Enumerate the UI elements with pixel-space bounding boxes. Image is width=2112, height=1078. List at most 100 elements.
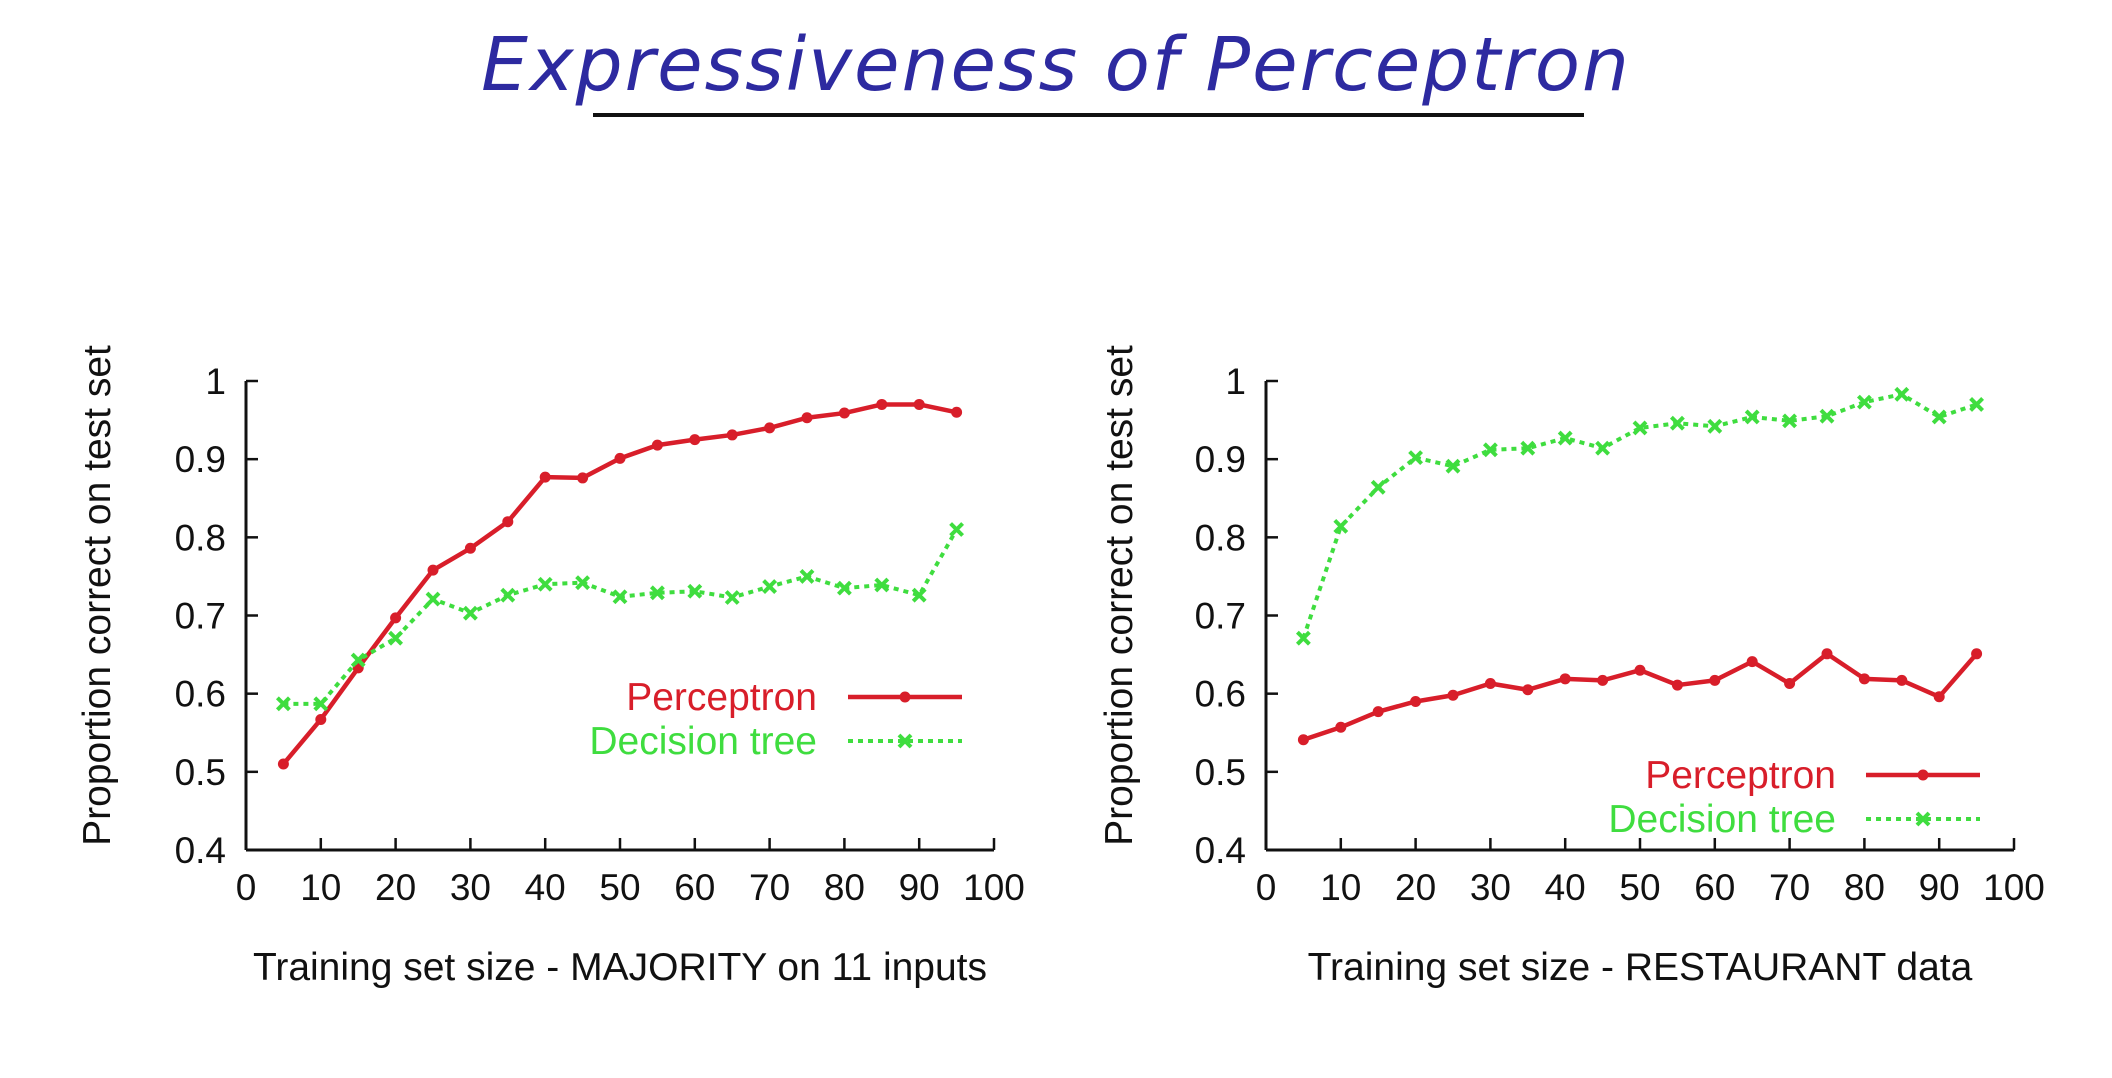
x-tick-label: 20 — [375, 867, 416, 908]
data-point — [1595, 440, 1611, 456]
y-tick-label: 0.7 — [1195, 596, 1246, 637]
legend-label: Decision tree — [589, 720, 817, 763]
data-point — [1971, 648, 1983, 660]
series-decision-tree — [1295, 386, 1985, 646]
data-point — [1819, 408, 1835, 424]
data-point — [464, 542, 476, 554]
data-point — [1372, 706, 1384, 718]
data-point — [1297, 734, 1309, 746]
data-point — [687, 583, 703, 599]
data-point — [836, 580, 852, 596]
series-decision-tree — [275, 522, 965, 712]
y-tick-label: 0.9 — [1195, 439, 1246, 480]
legend-marker — [899, 691, 911, 703]
data-point — [1931, 409, 1947, 425]
data-point — [1746, 656, 1758, 668]
y-axis-label: Proportion correct on test set — [76, 345, 119, 846]
data-point — [1821, 648, 1833, 660]
data-point — [689, 434, 701, 446]
data-point — [275, 696, 291, 712]
data-point — [1784, 678, 1796, 690]
data-point — [277, 758, 289, 770]
y-tick-label: 0.4 — [1195, 830, 1246, 871]
y-tick-label: 0.8 — [175, 517, 226, 558]
x-tick-label: 90 — [899, 867, 940, 908]
data-point — [1894, 386, 1910, 402]
x-axis-label: Training set size - MAJORITY on 11 input… — [253, 946, 987, 989]
data-point — [612, 589, 628, 605]
data-point — [874, 577, 890, 593]
legend-marker — [897, 733, 913, 749]
y-tick-label: 0.5 — [1195, 752, 1246, 793]
data-point — [575, 575, 591, 591]
chart-panel-1: 0.40.50.60.70.80.910 10 20 30 40 50 60 70 80 90 10… — [76, 345, 1025, 989]
x-tick-label: 0 — [1256, 867, 1277, 908]
series-perceptron — [277, 398, 963, 770]
data-point — [388, 630, 404, 646]
data-point — [1482, 442, 1498, 458]
y-axis-label: Proportion correct on test set — [1098, 345, 1141, 846]
data-point — [838, 407, 850, 419]
x-tick-label: 20 — [1395, 867, 1436, 908]
data-point — [1445, 458, 1461, 474]
y-tick-label: 0.6 — [175, 674, 226, 715]
series-perceptron — [1297, 648, 1983, 746]
legend-marker — [1915, 811, 1931, 827]
data-point — [313, 696, 329, 712]
series-line — [283, 528, 959, 706]
y-tick-label: 0.8 — [1195, 517, 1246, 558]
x-axis-label: Training set size - RESTAURANT data — [1308, 946, 1973, 989]
data-point — [1896, 674, 1908, 686]
y-tick-label: 0.5 — [175, 752, 226, 793]
x-tick-label: 70 — [1769, 867, 1810, 908]
data-point — [1858, 673, 1870, 685]
x-tick-label: 60 — [1694, 867, 1735, 908]
x-tick-label: 40 — [525, 867, 566, 908]
data-point — [764, 422, 776, 434]
legend-marker — [1917, 769, 1929, 781]
data-point — [1370, 479, 1386, 495]
page-title: Expressiveness of Perceptron — [481, 22, 1631, 108]
data-point — [427, 564, 439, 576]
data-point — [1520, 440, 1536, 456]
data-point — [425, 591, 441, 607]
x-tick-label: 100 — [1983, 867, 2045, 908]
y-tick-label: 1 — [205, 361, 226, 402]
data-point — [651, 439, 663, 451]
x-tick-label: 80 — [1844, 867, 1885, 908]
data-point — [1671, 679, 1683, 691]
data-point — [315, 713, 327, 725]
data-point — [1557, 430, 1573, 446]
data-point — [614, 452, 626, 464]
data-point — [762, 579, 778, 594]
x-tick-label: 70 — [749, 867, 790, 908]
data-point — [1335, 721, 1347, 733]
legend-label: Decision tree — [1608, 798, 1836, 841]
data-point — [462, 605, 478, 621]
data-point — [1410, 695, 1422, 707]
data-point — [801, 412, 813, 424]
data-point — [1933, 691, 1945, 703]
x-tick-label: 90 — [1919, 867, 1960, 908]
x-tick-label: 30 — [1470, 867, 1511, 908]
x-tick-label: 60 — [674, 867, 715, 908]
data-point — [1484, 678, 1496, 690]
data-point — [911, 587, 927, 603]
x-tick-label: 80 — [824, 867, 865, 908]
data-point — [1744, 409, 1760, 425]
data-point — [537, 576, 553, 592]
y-tick-label: 0.9 — [175, 439, 226, 480]
data-point — [1782, 413, 1798, 429]
data-point — [500, 587, 516, 603]
data-point — [1295, 630, 1311, 646]
data-point — [949, 522, 965, 537]
data-point — [1856, 394, 1872, 410]
data-point — [1408, 450, 1424, 466]
data-point — [724, 590, 740, 605]
data-point — [1597, 674, 1609, 686]
data-point — [913, 398, 925, 410]
data-point — [951, 406, 963, 418]
y-tick-label: 0.4 — [175, 830, 226, 871]
x-tick-label: 0 — [236, 867, 257, 908]
title-underline — [593, 113, 1584, 117]
